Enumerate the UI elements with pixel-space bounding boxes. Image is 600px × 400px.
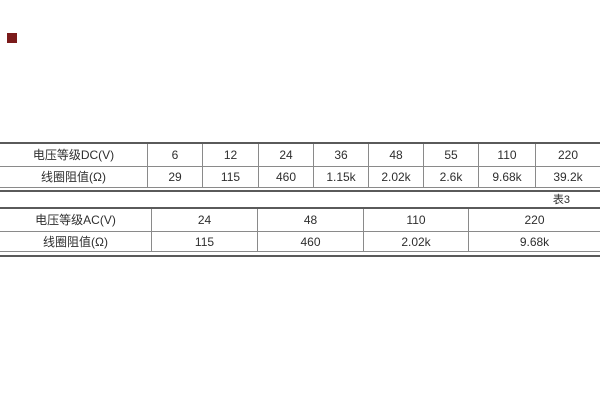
value-cell: 115 [202, 167, 258, 187]
value-cell: 2.6k [423, 167, 478, 187]
value-cell: 39.2k [535, 167, 600, 187]
dc-voltage-table: 电压等级DC(V) 6 12 24 36 48 55 110 220 线圈阻值(… [0, 142, 600, 188]
value-cell: 115 [151, 232, 257, 251]
value-cell: 24 [151, 209, 257, 232]
value-cell: 460 [258, 167, 313, 187]
value-cell: 2.02k [368, 167, 423, 187]
value-cell: 2.02k [363, 232, 468, 251]
ac-voltage-table: 电压等级AC(V) 24 48 110 220 线圈阻值(Ω) 115 460 … [0, 207, 600, 252]
value-cell: 48 [368, 144, 423, 167]
value-cell: 460 [257, 232, 363, 251]
value-cell: 29 [147, 167, 202, 187]
red-marker [7, 33, 17, 43]
row-label-cell: 线圈阻值(Ω) [43, 234, 108, 249]
value-cell: 12 [202, 144, 258, 167]
heavy-divider-rule [0, 190, 600, 192]
row-label-cell: 电压等级AC(V) [0, 209, 151, 232]
value-cell: 1.15k [313, 167, 368, 187]
value-cell: 36 [313, 144, 368, 167]
value-cell: 110 [478, 144, 535, 167]
table-caption: 表3 [552, 194, 570, 206]
value-cell: 24 [258, 144, 313, 167]
row-label-cell: 线圈阻值(Ω) [41, 170, 106, 184]
row-label-cell: 电压等级DC(V) [0, 144, 147, 167]
value-cell: 55 [423, 144, 478, 167]
value-cell: 220 [535, 144, 600, 167]
value-cell: 48 [257, 209, 363, 232]
value-cell: 9.68k [468, 232, 600, 251]
value-cell: 6 [147, 144, 202, 167]
heavy-divider-rule [0, 255, 600, 257]
value-cell: 220 [468, 209, 600, 232]
value-cell: 9.68k [478, 167, 535, 187]
value-cell: 110 [363, 209, 468, 232]
